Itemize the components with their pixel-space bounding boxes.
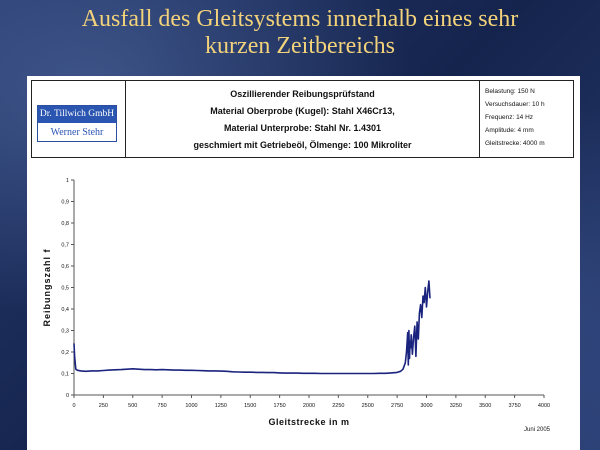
y-tick-label: 0,3 xyxy=(61,329,69,335)
x-tick-label: 2000 xyxy=(303,403,315,409)
description-line: Material Unterprobe: Stahl Nr. 1.4301 xyxy=(223,123,382,133)
x-tick-label: 0 xyxy=(72,403,75,409)
param-duration: Versuchsdauer: 10 h xyxy=(485,101,545,108)
test-parameters: Belastung: 150 N Versuchsdauer: 10 h Fre… xyxy=(480,81,573,157)
x-tick-label: 2750 xyxy=(391,403,403,409)
test-header-table: Dr. Tillwich GmbH Werner Stehr Oszillier… xyxy=(31,80,574,158)
param-frequency: Frequenz: 14 Hz xyxy=(485,114,534,121)
x-tick-label: 3000 xyxy=(420,403,432,409)
x-tick-label: 250 xyxy=(99,403,108,409)
company-logo: Dr. Tillwich GmbH Werner Stehr xyxy=(37,105,117,142)
x-tick-label: 500 xyxy=(128,403,137,409)
y-tick-label: 0 xyxy=(66,393,69,399)
x-tick-label: 750 xyxy=(158,403,167,409)
param-amplitude: Amplitude: 4 mm xyxy=(485,127,534,134)
param-sliding-distance: Gleitstrecke: 4000 m xyxy=(485,140,545,147)
y-tick-label: 0,5 xyxy=(61,286,69,292)
logo-person-name: Werner Stehr xyxy=(50,127,104,138)
x-tick-label: 3500 xyxy=(479,403,491,409)
friction-series-line xyxy=(73,280,431,375)
slide-title-line-2: kurzen Zeitbereichs xyxy=(205,33,395,59)
y-tick-label: 0,4 xyxy=(61,307,69,313)
chart-panel: Dr. Tillwich GmbH Werner Stehr Oszillier… xyxy=(27,76,580,450)
x-tick-label: 1250 xyxy=(215,403,227,409)
y-tick-label: 0,1 xyxy=(61,372,69,378)
x-tick-label: 2250 xyxy=(332,403,344,409)
x-tick-label: 4000 xyxy=(538,403,550,409)
description-line: Material Oberprobe (Kugel): Stahl X46Cr1… xyxy=(210,106,395,116)
x-tick-label: 3750 xyxy=(509,403,521,409)
y-tick-label: 0,7 xyxy=(61,243,69,249)
y-tick-label: 0,9 xyxy=(61,200,69,206)
y-tick-label: 1 xyxy=(66,178,69,184)
logo-company-name: Dr. Tillwich GmbH xyxy=(38,106,116,123)
slide-title: Ausfall des Gleitsystems innerhalb eines… xyxy=(0,6,600,60)
x-axis-label: Gleitstrecke in m xyxy=(268,417,349,427)
param-load: Belastung: 150 N xyxy=(485,88,535,95)
x-tick-label: 1500 xyxy=(244,403,256,409)
friction-chart: 0 0,1 0,2 0,3 0,4 0,5 0,6 0,7 0,8 0,9 1 0 250 500 750 1… xyxy=(42,178,550,427)
y-axis-label: Reibungszahl f xyxy=(42,248,52,326)
date-note: Juni 2005 xyxy=(524,427,551,433)
x-tick-label: 2500 xyxy=(362,403,374,409)
test-description: Oszillierender Reibungsprüfstand Materia… xyxy=(126,81,480,157)
slide-title-line-1: Ausfall des Gleitsystems innerhalb eines… xyxy=(81,6,519,32)
logo-cell: Dr. Tillwich GmbH Werner Stehr xyxy=(32,81,126,157)
y-tick-label: 0,2 xyxy=(61,350,69,356)
y-tick-label: 0,8 xyxy=(61,221,69,227)
description-line: Oszillierender Reibungsprüfstand xyxy=(230,89,375,99)
description-line: geschmiert mit Getriebeöl, Ölmenge: 100 … xyxy=(193,140,412,150)
x-tick-label: 1750 xyxy=(274,403,286,409)
y-tick-label: 0,6 xyxy=(61,264,69,270)
x-tick-label: 3250 xyxy=(450,403,462,409)
x-tick-label: 1000 xyxy=(185,403,197,409)
